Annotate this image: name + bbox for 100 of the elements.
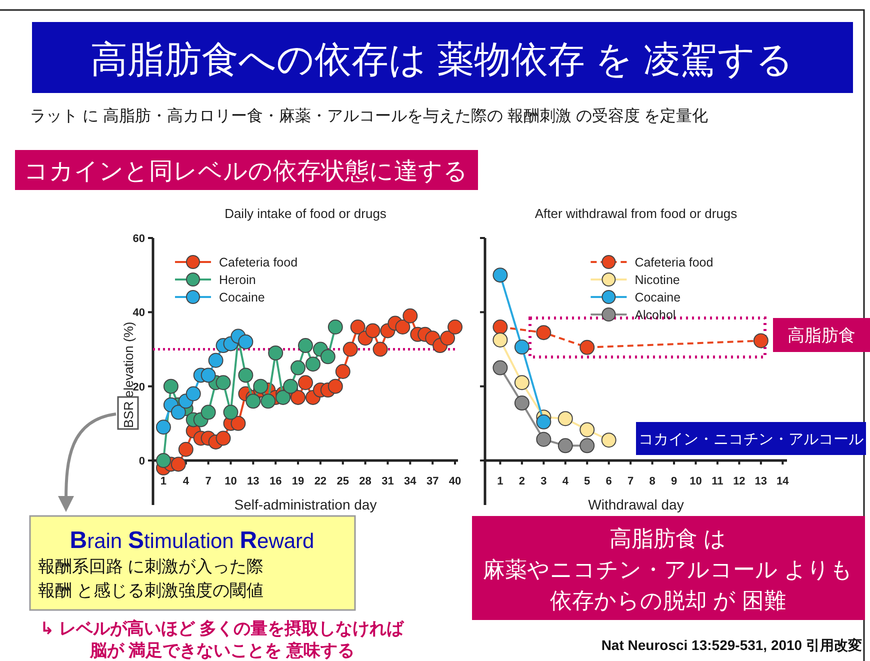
x-tick-label: 16 [269,476,282,488]
point [372,342,388,357]
point [328,378,343,394]
point [156,453,171,468]
point [514,340,530,355]
text: ↳ レベルが高いほど 多くの量を摂取しなければ [40,619,405,638]
point [208,352,224,368]
annotation: コカイン・ニコチン・アルコール [638,430,864,448]
point [580,438,595,454]
x-tick-label: 12 [733,476,746,488]
y-tick-label: 20 [132,381,145,394]
point [342,342,358,357]
x-tick-label: 7 [205,476,212,488]
point [580,422,595,438]
point [402,308,418,324]
chart-title: Daily intake of food or drugs [224,206,387,221]
x-tick-label: 7 [628,476,634,488]
y-tick-label: 40 [132,307,145,320]
x-tick-label: 28 [359,476,372,488]
point [350,320,366,334]
x-tick-label: 2 [518,476,525,488]
point [395,320,410,334]
point [290,360,306,376]
point [335,364,350,379]
point [492,360,508,376]
x-tick-label: 8 [649,476,656,488]
legend-label: Cafeteria food [634,256,714,270]
point [238,334,254,350]
point [298,375,313,390]
point [216,375,231,390]
point [601,432,616,448]
point [580,340,595,355]
text: 報酬 と感じる刺激強度の閾値 [38,581,264,600]
point [536,325,552,340]
x-tick-label: 3 [540,476,547,488]
point [216,430,231,446]
text: 脳が 満足できないことを 意味する [89,641,354,660]
point [492,332,508,348]
point [230,416,246,431]
text: 高脂肪食 [788,326,856,346]
point [283,378,298,394]
point [260,394,276,409]
point [536,432,552,447]
point [514,396,530,411]
point [253,378,268,394]
text: コカインと同レベルの依存状態に達する [24,158,468,185]
text: Brain Stimulation Reward [70,527,314,554]
point [200,404,216,420]
text: 高脂肪食 は [609,526,727,551]
point [753,333,768,348]
text: 報酬系回路 に刺激が入った際 [38,557,264,576]
legend-label: Cocaine [219,290,265,304]
y-tick-label: 60 [132,233,145,245]
point [440,330,456,346]
x-tick-label: 1 [497,476,504,488]
point [305,356,320,372]
x-axis-title: Withdrawal day [588,496,684,512]
point [492,320,508,334]
x-tick-label: 4 [562,476,570,488]
point [276,390,291,405]
x-tick-label: 37 [426,476,439,488]
point [268,345,284,360]
point [156,420,171,435]
x-tick-label: 13 [754,476,768,488]
legend-label: Cocaine [634,290,681,304]
point [163,378,178,394]
point [365,323,380,338]
chart-title: After withdrawal from food or drugs [534,206,738,221]
text: ラット に 高脂肪・高カロリー食・麻薬・アルコールを与えた際の 報酬刺激 の受容度 を定量化 [30,107,708,125]
x-tick-label: 22 [314,476,327,488]
point [320,349,336,364]
x-tick-label: 40 [448,476,462,488]
x-tick-label: 14 [776,476,790,488]
x-tick-label: 9 [670,476,678,488]
x-tick-label: 4 [182,476,190,488]
point [290,390,306,405]
text: Nat Neurosci 13:529-531, 2010 引用改変 [601,637,862,653]
text: 麻薬やニコチン・アルコール よりも [482,557,854,582]
point [246,394,261,409]
x-tick-label: 10 [690,476,702,488]
point [536,414,552,430]
x-tick-label: 11 [712,476,724,488]
text: 依存からの脱却 が 困難 [550,588,786,613]
x-tick-label: 5 [584,476,590,488]
point [238,368,254,383]
point [558,411,573,426]
y-tick-label: 0 [138,456,145,468]
x-tick-label: 25 [336,476,349,488]
point [200,368,216,383]
x-tick-label: 19 [292,476,304,488]
point [170,456,186,472]
point [178,442,194,457]
x-tick-label: 31 [382,476,394,488]
point [298,338,313,354]
point [170,404,186,420]
legend-label: Heroin [219,273,256,287]
x-tick-label: 10 [224,476,237,488]
x-axis-title: Self-administration day [234,496,377,512]
x-tick-label: 1 [160,476,167,488]
point [328,320,343,334]
